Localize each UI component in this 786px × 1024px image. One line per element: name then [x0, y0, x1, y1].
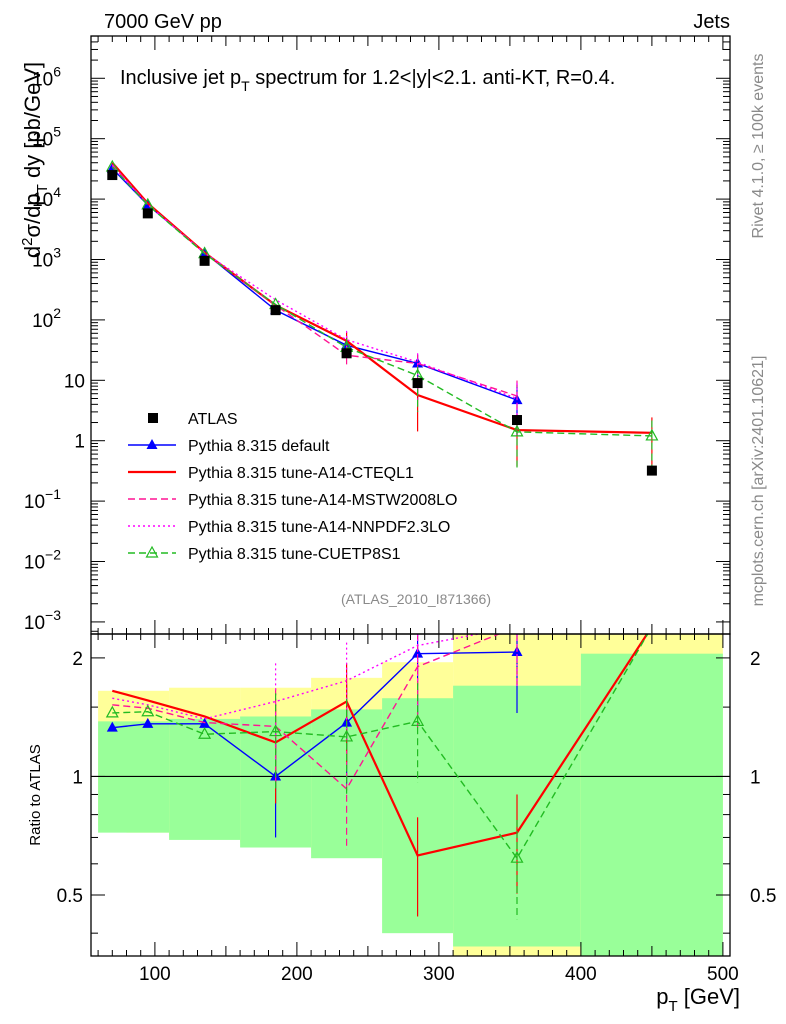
ratio-marker-4 [411, 714, 425, 726]
top-ytick-label-1: 10−2 [24, 547, 61, 574]
inner-band-7 [580, 653, 723, 956]
atlas-point-2 [199, 255, 210, 266]
atlas-point-5 [412, 378, 423, 389]
top-ytick-label-4: 10 [64, 371, 85, 392]
legend-atlas-marker [148, 413, 158, 423]
legend-label-3: Pythia 8.315 tune-A14-NNPDF2.3LO [188, 519, 450, 536]
ratio-y-axis-label: Ratio to ATLAS [27, 744, 44, 845]
ratio-marker-4 [510, 850, 524, 863]
ratio-marker-4 [340, 729, 354, 742]
atlas-point-6 [512, 415, 522, 426]
series-line-2 [111, 164, 518, 397]
ylabel-part-sub: T [34, 184, 51, 193]
atlas-point-7 [646, 465, 657, 476]
series-line-0 [111, 168, 518, 401]
ratio-marker-4 [105, 705, 119, 718]
axes: 10−3 10−2 10−1 1 10 102 103 104 105 106 0.5 0.5 1 1 2 2… [24, 35, 776, 985]
atlas-point-4 [341, 348, 352, 359]
legend-marker-0 [146, 439, 158, 449]
ratio-marker-0 [106, 721, 118, 732]
top-ytick-label-7: 104 [32, 184, 61, 211]
series-marker-4 [645, 428, 659, 441]
xlabel-part-1: p [656, 984, 668, 1009]
inner-band-2 [169, 718, 241, 840]
bot-ytick-label-right-0: 0.5 [750, 886, 776, 907]
ratio-series [105, 634, 649, 920]
series-line-1 [111, 162, 652, 434]
top-ytick-label-6: 103 [32, 244, 61, 271]
xtick-label-3: 400 [565, 964, 597, 985]
xlabel-part-2: [GeV] [678, 984, 740, 1009]
legend-label-1: Pythia 8.315 tune-A14-CTEQL1 [188, 465, 414, 482]
ratio-marker-0 [142, 717, 154, 728]
top-ytick-label-9: 106 [32, 63, 61, 90]
top-ytick-label-3: 1 [74, 432, 85, 453]
top-ytick-label-0: 10−3 [24, 607, 61, 634]
top-series [105, 159, 659, 476]
series-line-4 [111, 166, 652, 437]
bot-ytick-label-1: 1 [72, 767, 83, 788]
legend-label-atlas: ATLAS [188, 411, 238, 428]
analysis-id-watermark: (ATLAS_2010_I871366) [341, 591, 491, 607]
legend-label-0: Pythia 8.315 default [188, 438, 330, 455]
bot-ytick-label-0: 0.5 [57, 886, 83, 907]
legend-label-4: Pythia 8.315 tune-CUETP8S1 [188, 546, 401, 563]
header-right: Jets [693, 11, 730, 33]
top-y-axis-label: d2σ/dpT dy [pb/GeV] [19, 62, 51, 258]
top-frame [90, 35, 731, 635]
title-part-1: Inclusive jet p [120, 67, 241, 89]
side-rivet-label: Rivet 4.1.0, ≥ 100k events [750, 54, 767, 239]
ylabel-part-3: dy [pb/GeV] [20, 62, 45, 184]
bot-ytick-label-2: 2 [72, 649, 83, 670]
xtick-label-0: 100 [139, 964, 171, 985]
header-left: 7000 GeV pp [104, 11, 222, 33]
legend: ATLAS Pythia 8.315 default Pythia 8.315 tu… [128, 411, 457, 563]
atlas-point-3 [270, 305, 281, 316]
top-ytick-label-2: 10−1 [24, 486, 61, 513]
atlas-point-1 [142, 208, 153, 219]
atlas-point-0 [107, 170, 118, 181]
series-line-3 [111, 165, 518, 400]
ylabel-part-1: d [20, 246, 45, 258]
title-part-sub: T [241, 78, 250, 94]
ratio-marker-4 [198, 726, 212, 739]
ratio-marker-4 [141, 704, 155, 717]
series-marker-4 [510, 424, 524, 437]
legend-label-2: Pythia 8.315 tune-A14-MSTW2008LO [188, 492, 457, 509]
plot-title: Inclusive jet pT spectrum for 1.2<|y|<2.… [120, 67, 615, 94]
legend-marker-4 [145, 545, 159, 558]
bot-ytick-label-right-2: 2 [750, 649, 761, 670]
ylabel-part-sup: 2 [19, 238, 36, 246]
ratio-marker-0 [412, 647, 424, 658]
xtick-label-2: 300 [423, 964, 455, 985]
title-part-2: spectrum for 1.2<|y|<2.1. anti-KT, R=0.4… [250, 67, 616, 89]
xtick-label-1: 200 [281, 964, 313, 985]
xlabel-part-sub: T [668, 998, 677, 1015]
ratio-line-4 [112, 634, 649, 860]
bottom-frame [90, 633, 731, 957]
uncertainty-bands [91, 634, 730, 956]
bot-ytick-label-right-1: 1 [750, 767, 761, 788]
top-ytick-label-5: 102 [32, 305, 61, 332]
top-ytick-label-8: 105 [32, 124, 61, 151]
ratio-marker-4 [269, 724, 283, 737]
xtick-label-4: 500 [707, 964, 739, 985]
x-axis-label: pT [GeV] [656, 984, 740, 1015]
ylabel-part-2: σ/dp [20, 193, 45, 237]
side-mcplots-label: mcplots.cern.ch [arXiv:2401.10621] [750, 356, 767, 607]
